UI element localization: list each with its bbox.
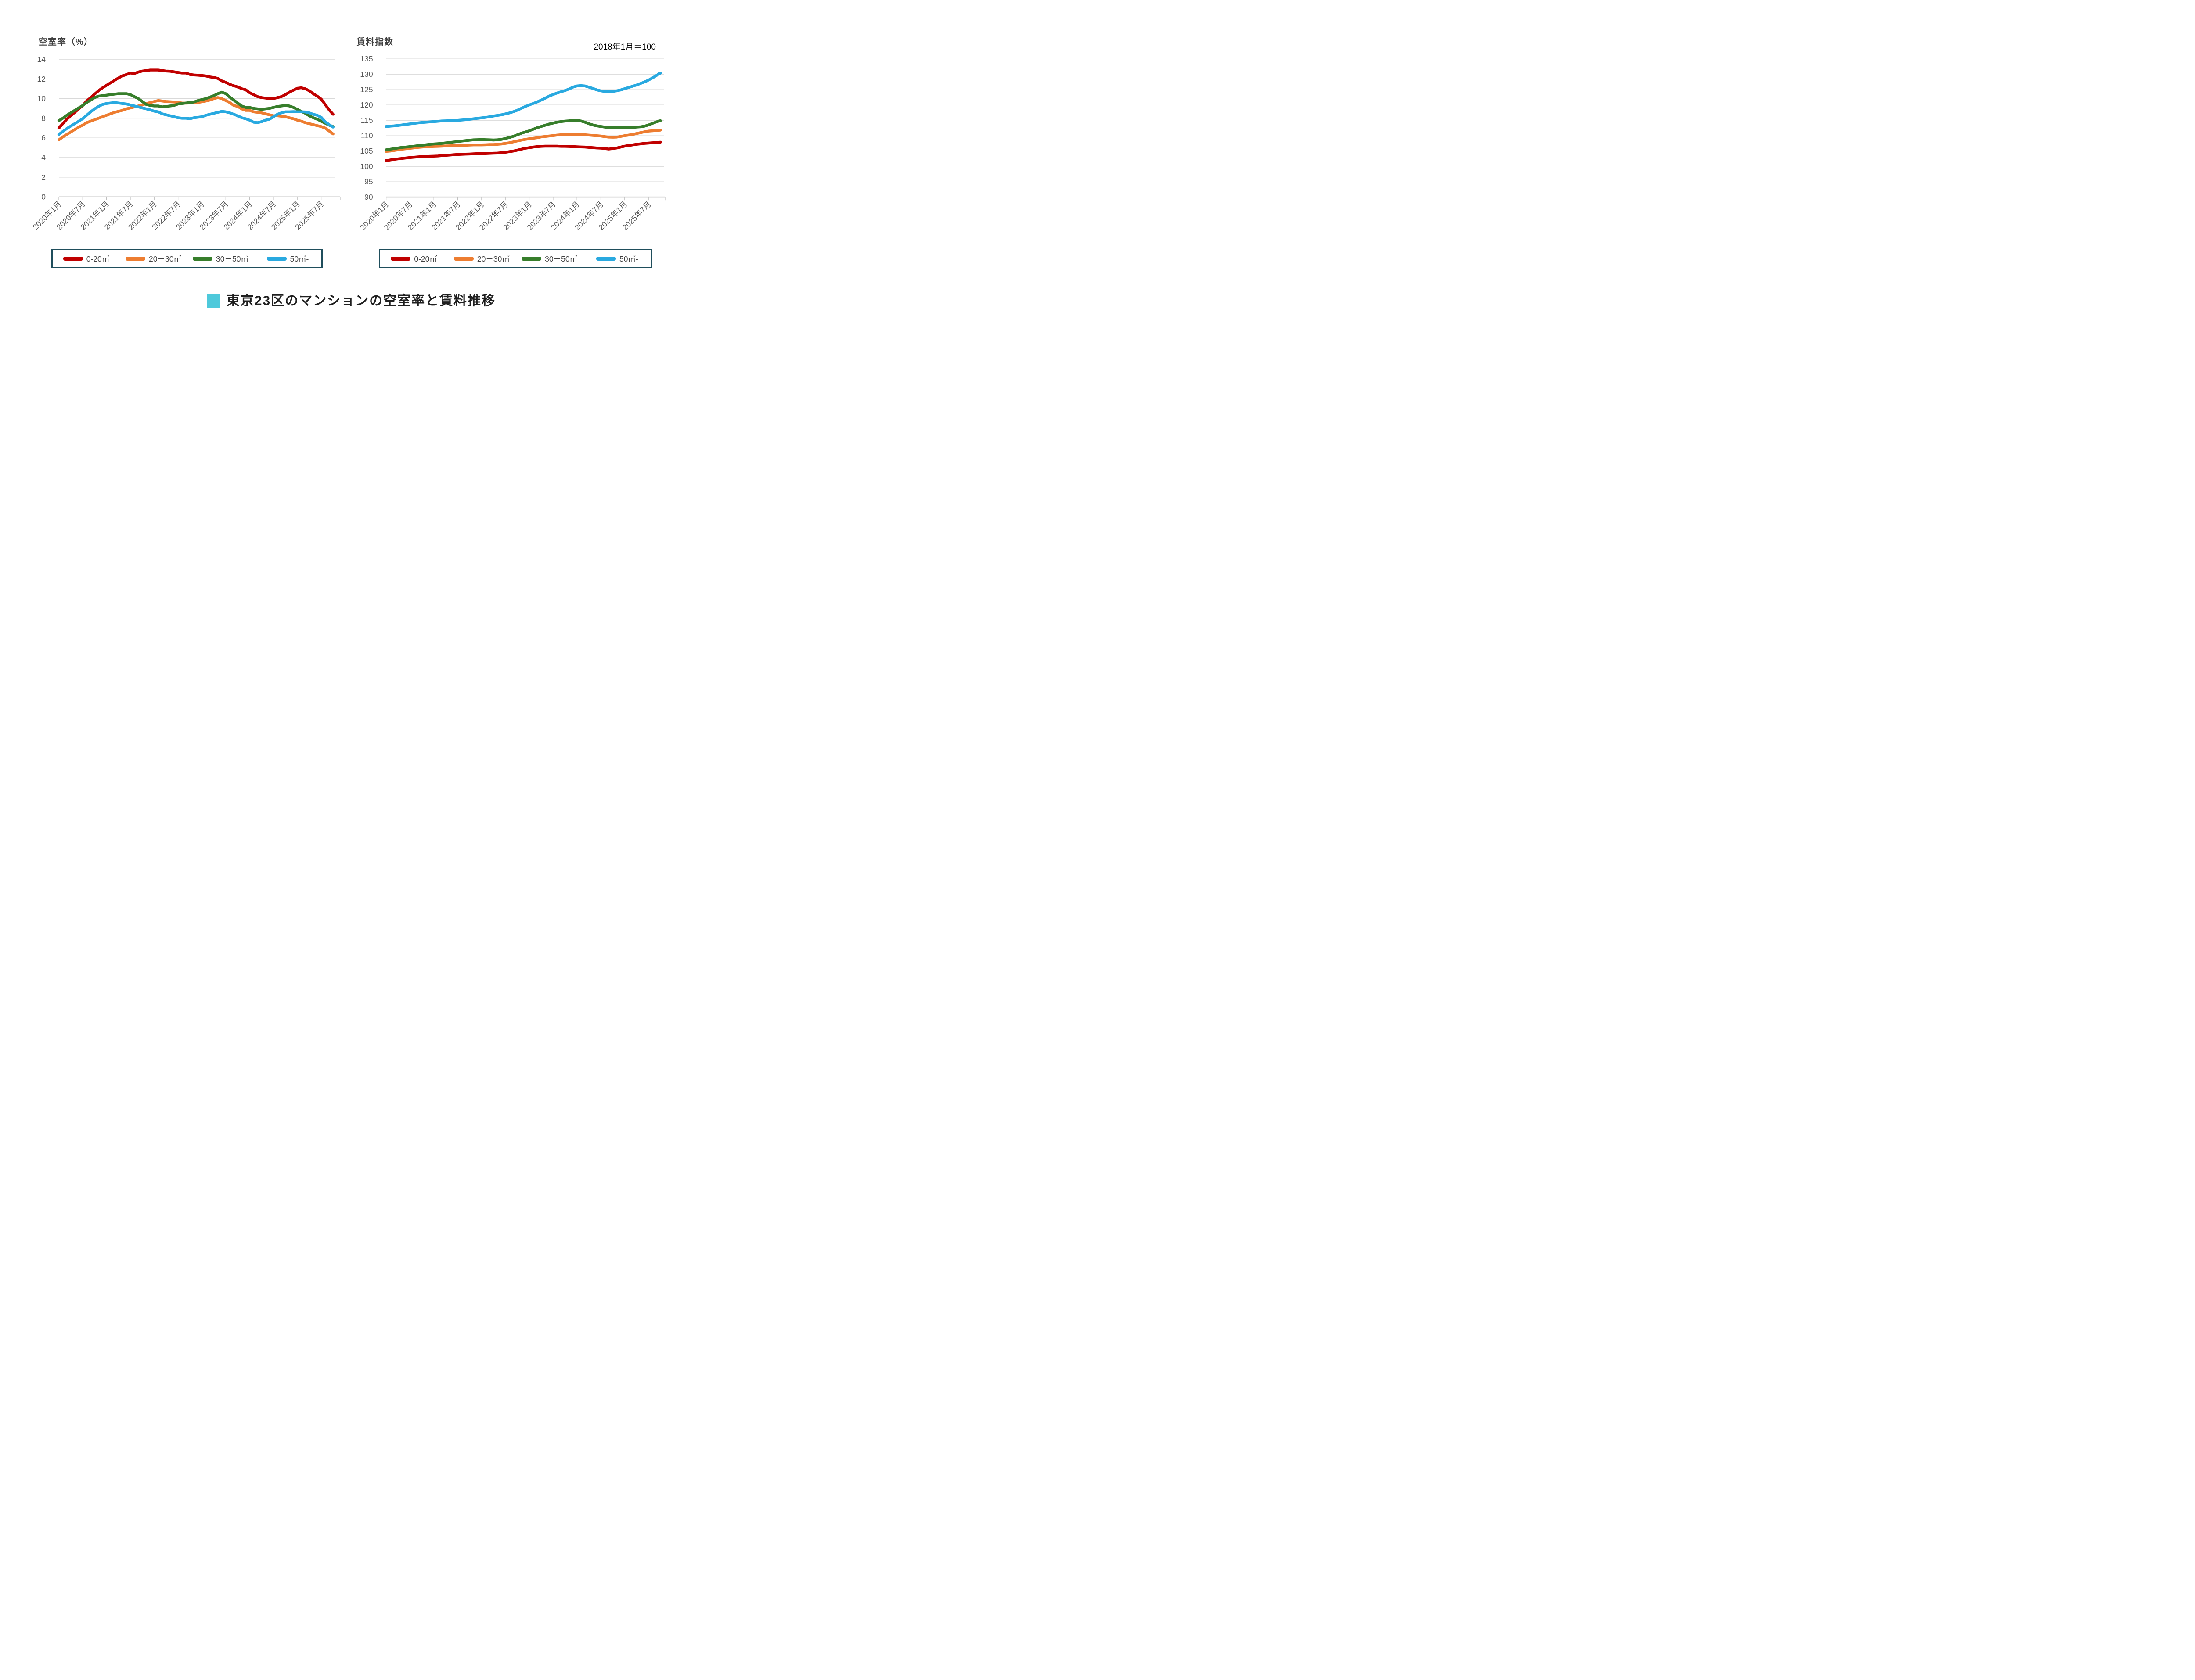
legend-label: 20－30㎡ <box>477 254 510 263</box>
series-line-50㎡- <box>385 72 662 128</box>
legend-swatch <box>63 256 83 261</box>
rent-index-chart-title: 賃料指数 <box>356 37 393 47</box>
series-line-20－30㎡ <box>385 129 662 153</box>
y-tick-label: 95 <box>364 177 373 186</box>
legend-swatch <box>391 256 411 261</box>
legend-swatch <box>266 256 287 261</box>
y-tick-label: 115 <box>361 116 373 125</box>
legend-item: 50㎡- <box>583 253 651 264</box>
rent-index-chart-legend: 0-20㎡ 20－30㎡ 30－50㎡ 50㎡- <box>379 249 652 268</box>
legend-label: 30－50㎡ <box>545 254 578 263</box>
legend-item: 20－30㎡ <box>120 253 187 264</box>
legend-item: 50㎡- <box>254 253 321 264</box>
series-line-30－50㎡ <box>57 90 335 128</box>
legend-swatch <box>596 256 616 261</box>
legend-swatch <box>126 256 146 261</box>
legend-item: 30－50㎡ <box>516 253 583 264</box>
legend-label: 0-20㎡ <box>86 254 110 263</box>
y-tick-label: 110 <box>361 131 373 140</box>
y-tick-label: 14 <box>37 55 46 64</box>
vacancy-chart-legend: 0-20㎡ 20－30㎡ 30－50㎡ 50㎡- <box>51 249 323 268</box>
y-tick-label: 2 <box>41 173 46 182</box>
legend-item: 30－50㎡ <box>187 253 254 264</box>
y-tick-label: 105 <box>360 147 373 155</box>
y-tick-label: 8 <box>41 114 46 122</box>
y-tick-label: 10 <box>37 94 46 103</box>
y-tick-label: 6 <box>41 133 46 142</box>
legend-label: 50㎡- <box>619 254 638 263</box>
y-tick-label: 125 <box>360 85 373 94</box>
y-tick-label: 100 <box>360 162 373 171</box>
legend-label: 0-20㎡ <box>414 254 437 263</box>
y-tick-label: 130 <box>360 70 373 79</box>
legend-label: 30－50㎡ <box>216 254 248 263</box>
title-bullet-icon <box>206 294 220 308</box>
legend-swatch <box>453 256 474 261</box>
legend-swatch <box>193 256 213 261</box>
series-line-30－50㎡ <box>385 119 662 151</box>
vacancy-chart-title: 空室率（%） <box>39 37 93 47</box>
y-tick-label: 135 <box>360 54 373 63</box>
y-tick-label: 90 <box>364 193 373 201</box>
series-line-0-20㎡ <box>385 140 662 162</box>
page-title: 東京23区のマンションの空室率と賃料推移 <box>226 294 496 308</box>
legend-item: 0-20㎡ <box>53 253 120 264</box>
y-tick-label: 120 <box>360 101 373 109</box>
rent-index-chart-plot: 13513012512011511010510095902020年1月2020年… <box>358 54 666 232</box>
y-tick-label: 12 <box>37 75 46 83</box>
vacancy-chart-plot: 141210864202020年1月2020年7月2021年1月2021年7月2… <box>31 55 341 232</box>
legend-label: 50㎡- <box>290 254 309 263</box>
series-line-0-20㎡ <box>57 68 335 129</box>
y-tick-label: 4 <box>41 153 46 162</box>
legend-item: 20－30㎡ <box>448 253 515 264</box>
page-title-row: 東京23区のマンションの空室率と賃料推移 <box>0 293 702 309</box>
index-base-note: 2018年1月＝100 <box>594 43 656 52</box>
legend-swatch <box>522 256 542 261</box>
y-tick-label: 0 <box>41 193 46 201</box>
series-line-50㎡- <box>57 101 335 136</box>
legend-label: 20－30㎡ <box>149 254 181 263</box>
infographic-canvas: 空室率（%） 賃料指数 2018年1月＝100 14 12 10 8 6 4 2 0 2020年… <box>0 0 702 336</box>
legend-item: 0-20㎡ <box>380 253 448 264</box>
